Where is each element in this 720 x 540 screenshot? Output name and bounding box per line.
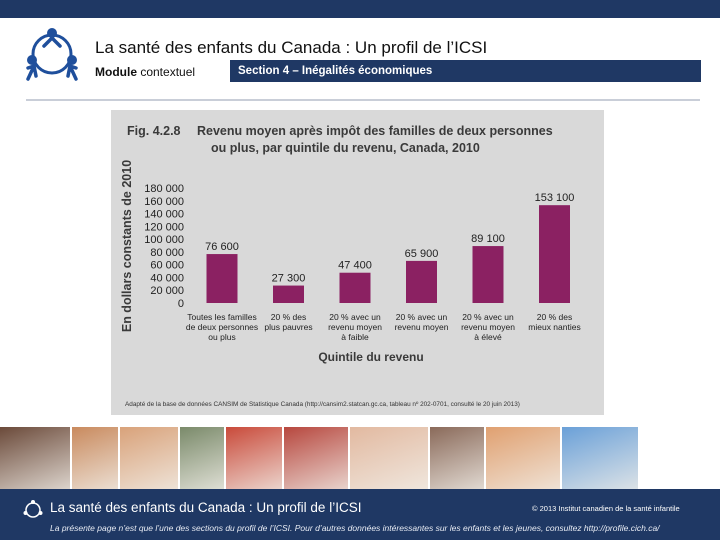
photo-girl-books	[120, 427, 178, 489]
x-category-label: mieux nanties	[528, 322, 580, 332]
photo-mother-child	[0, 427, 70, 489]
top-banner	[0, 0, 720, 18]
x-category-label: 20 % des	[271, 312, 306, 322]
bar-value-label: 76 600	[205, 241, 239, 253]
footer-copyright: © 2013 Institut canadien de la santé inf…	[532, 504, 680, 513]
bar-chart: Fig. 4.2.8 Revenu moyen après impôt des …	[120, 124, 581, 408]
cich-logo-icon	[26, 28, 78, 81]
photo-toddler	[72, 427, 118, 489]
y-tick-label: 80 000	[150, 247, 184, 259]
x-category-label: de deux personnes	[186, 322, 258, 332]
bar-value-label: 153 100	[535, 192, 575, 204]
photo-children-smiling	[430, 427, 484, 489]
bar-value-label: 47 400	[338, 260, 372, 272]
photo-strip	[0, 427, 720, 489]
photo-winter-child	[226, 427, 282, 489]
bar	[406, 260, 437, 303]
module-label-bold: Module	[95, 65, 137, 79]
y-tick-label: 0	[178, 298, 184, 310]
y-tick-label: 60 000	[150, 260, 184, 272]
photo-wheelchair	[180, 427, 224, 489]
bar-value-label: 65 900	[405, 248, 439, 260]
bar-value-label: 89 100	[471, 233, 505, 245]
module-label-rest: contextuel	[137, 65, 196, 79]
header-divider	[26, 99, 700, 101]
bar	[472, 246, 504, 303]
x-category-label: 20 % avec un	[396, 312, 448, 322]
photo-pregnancy	[350, 427, 428, 489]
chart-figure: Fig. 4.2.8 Revenu moyen après impôt des …	[111, 110, 604, 415]
bar	[539, 205, 570, 303]
module-label: Module contextuel	[95, 65, 195, 79]
chart-title-line2: ou plus, par quintile du revenu, Canada,…	[211, 141, 480, 155]
bar	[339, 272, 371, 303]
footer-title: La santé des enfants du Canada : Un prof…	[50, 500, 362, 515]
x-category-label: revenu moyen	[328, 322, 382, 332]
y-tick-label: 140 000	[144, 209, 184, 221]
chart-fig-number: Fig. 4.2.8	[127, 124, 181, 138]
x-category-label: 20 % avec un	[462, 312, 514, 322]
footer-logo-icon	[23, 500, 43, 518]
photo-soccer-team	[284, 427, 348, 489]
x-category-label: 20 % avec un	[329, 312, 381, 322]
page-title: La santé des enfants du Canada : Un prof…	[95, 38, 488, 57]
photo-kids-jumping	[562, 427, 638, 489]
bar	[273, 285, 304, 303]
bar	[206, 254, 238, 303]
section-banner: Section 4 – Inégalités économiques	[230, 60, 701, 82]
y-tick-label: 120 000	[144, 221, 184, 233]
y-tick-label: 20 000	[150, 285, 184, 297]
chart-xlabel: Quintile du revenu	[318, 350, 423, 364]
photo-girl-toothbrush	[486, 427, 560, 489]
x-category-label: à faible	[341, 332, 369, 342]
x-category-label: 20 % des	[537, 312, 572, 322]
chart-ylabel: En dollars constants de 2010	[120, 160, 134, 332]
chart-source: Adapté de la base de données CANSIM de S…	[125, 401, 520, 408]
x-category-label: ou plus	[208, 332, 235, 342]
footer-note: La présente page n’est que l’une des sec…	[50, 523, 660, 533]
x-category-label: plus pauvres	[264, 322, 312, 332]
x-category-label: revenu moyen	[395, 322, 449, 332]
bar-value-label: 27 300	[272, 273, 306, 285]
x-category-label: revenu moyen	[461, 322, 515, 332]
y-tick-label: 100 000	[144, 234, 184, 246]
y-tick-label: 160 000	[144, 196, 184, 208]
chart-title-line1: Revenu moyen après impôt des familles de…	[197, 124, 553, 138]
y-tick-label: 40 000	[150, 272, 184, 284]
x-category-label: à élevé	[474, 332, 502, 342]
y-tick-label: 180 000	[144, 183, 184, 195]
x-category-label: Toutes les familles	[187, 312, 256, 322]
footer: La santé des enfants du Canada : Un prof…	[0, 489, 720, 540]
